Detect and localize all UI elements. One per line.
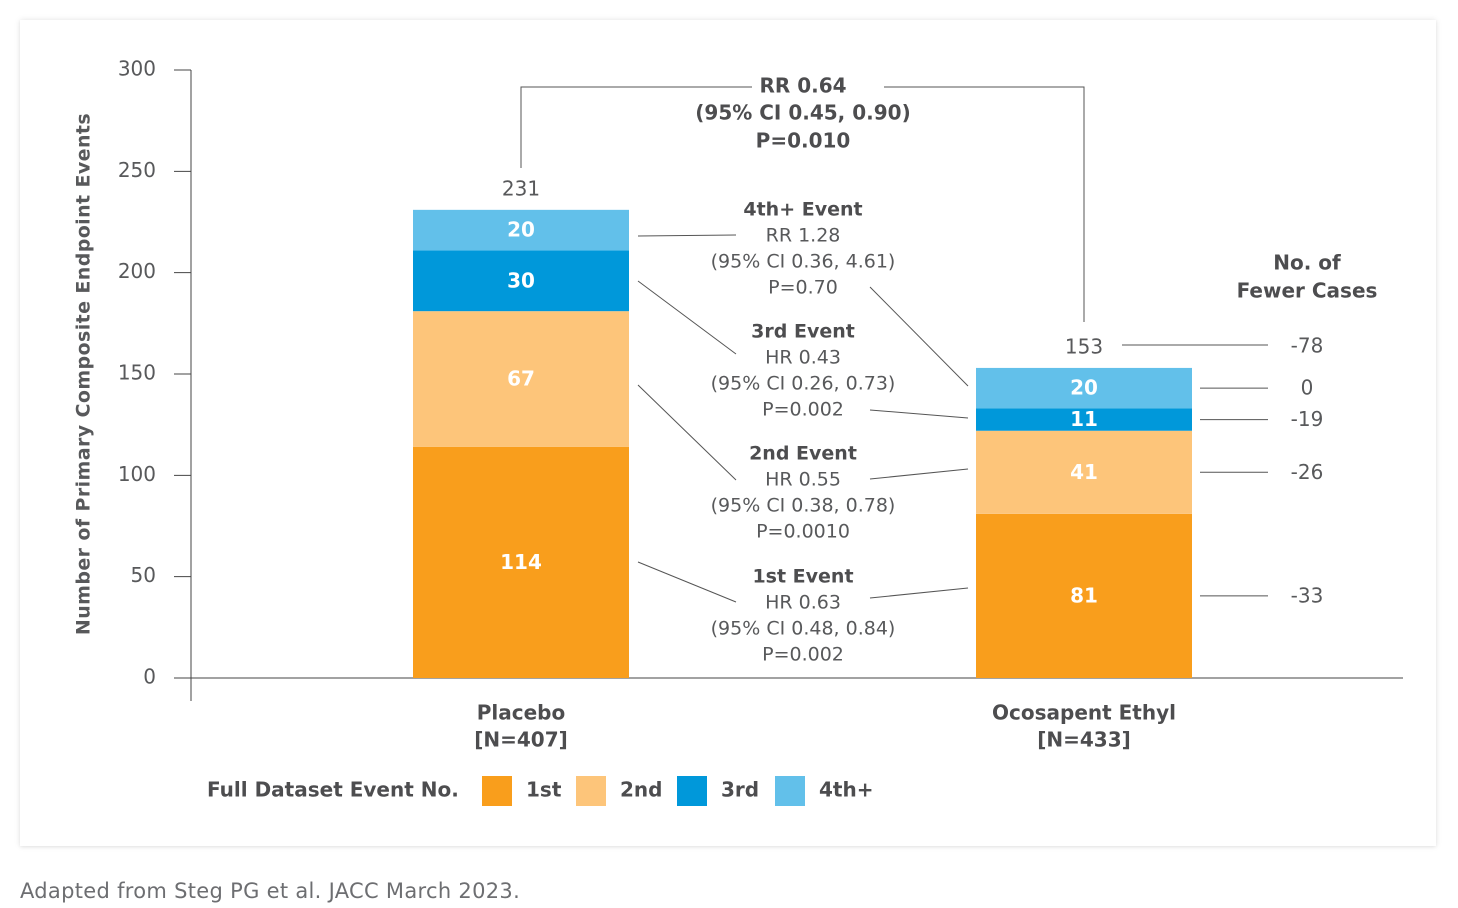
connector-line bbox=[637, 234, 737, 237]
event-stat-line: P=0.002 bbox=[762, 399, 844, 421]
fewer-cases-header: No. of bbox=[1273, 251, 1341, 275]
bar-segment-label: 81 bbox=[1070, 583, 1098, 607]
event-stat-line: HR 0.63 bbox=[765, 592, 841, 614]
fewer-cases-value: -19 bbox=[1291, 407, 1324, 431]
y-tick-label: 300 bbox=[118, 57, 156, 81]
connector-line bbox=[869, 409, 969, 419]
y-tick-label: 200 bbox=[118, 259, 156, 283]
connector-line bbox=[869, 468, 969, 480]
bar-segment-label: 41 bbox=[1070, 460, 1098, 484]
event-stat-title: 1st Event bbox=[752, 566, 853, 588]
category-label: Ocosapent Ethyl bbox=[992, 701, 1176, 725]
fewer-cases-value: -33 bbox=[1291, 583, 1324, 607]
event-stat-line: RR 1.28 bbox=[766, 225, 841, 247]
legend-swatch bbox=[576, 776, 606, 806]
event-stat-title: 3rd Event bbox=[751, 321, 855, 343]
y-tick-label: 150 bbox=[118, 361, 156, 385]
legend-label: 3rd bbox=[721, 778, 759, 802]
bar-segment-2nd bbox=[413, 311, 629, 447]
connector-line bbox=[637, 561, 737, 603]
bar-total-label: 231 bbox=[502, 176, 540, 200]
overall-stat-line: RR 0.64 bbox=[759, 74, 846, 98]
connector-line bbox=[869, 587, 969, 599]
bar-segment-1st bbox=[413, 446, 629, 678]
bar-segment-label: 20 bbox=[1070, 376, 1098, 400]
event-stat-title: 2nd Event bbox=[749, 443, 857, 465]
y-axis-label: Number of Primary Composite Endpoint Eve… bbox=[73, 113, 95, 635]
bar-total-label: 153 bbox=[1065, 334, 1103, 358]
event-stat-line: P=0.70 bbox=[768, 277, 838, 299]
bar-segment-2nd bbox=[976, 430, 1192, 514]
y-tick-label: 250 bbox=[118, 158, 156, 182]
bar-segment-label: 30 bbox=[507, 268, 535, 292]
bar-segment-1st bbox=[976, 513, 1192, 678]
fewer-cases-value: -26 bbox=[1291, 460, 1324, 484]
source-footnote: Adapted from Steg PG et al. JACC March 2… bbox=[20, 879, 521, 903]
fewer-cases-value: 0 bbox=[1301, 376, 1314, 400]
legend-swatch bbox=[775, 776, 805, 806]
legend-swatch bbox=[482, 776, 512, 806]
bar-segment-3rd bbox=[976, 408, 1192, 431]
y-tick-label: 0 bbox=[143, 665, 156, 689]
fewer-cases-value: -78 bbox=[1291, 334, 1324, 358]
bar-segment-label: 114 bbox=[500, 550, 542, 574]
bar-segment-3rd bbox=[413, 250, 629, 312]
event-stat-line: P=0.002 bbox=[762, 644, 844, 666]
legend-label: 4th+ bbox=[819, 778, 873, 802]
event-stat-line: (95% CI 0.26, 0.73) bbox=[711, 373, 896, 395]
y-tick-label: 50 bbox=[131, 563, 156, 587]
connector-line bbox=[869, 286, 969, 387]
bar-segment-4th+ bbox=[976, 367, 1192, 409]
event-stat-line: (95% CI 0.36, 4.61) bbox=[711, 251, 896, 273]
overall-stat-line: P=0.010 bbox=[756, 129, 851, 153]
category-sublabel: [N=433] bbox=[1037, 728, 1131, 752]
event-stat-line: HR 0.55 bbox=[765, 469, 841, 491]
legend-label: 1st bbox=[526, 778, 562, 802]
bar-segment-label: 11 bbox=[1070, 407, 1098, 431]
legend-title: Full Dataset Event No. bbox=[207, 778, 459, 802]
bar-segment-label: 67 bbox=[507, 367, 535, 391]
connector-line bbox=[637, 384, 737, 481]
event-stat-line: (95% CI 0.48, 0.84) bbox=[711, 618, 896, 640]
connector-line bbox=[637, 280, 737, 355]
legend-swatch bbox=[677, 776, 707, 806]
y-tick-label: 100 bbox=[118, 462, 156, 486]
category-label: Placebo bbox=[477, 701, 566, 725]
category-sublabel: [N=407] bbox=[474, 728, 568, 752]
overall-stat-line: (95% CI 0.45, 0.90) bbox=[695, 101, 910, 125]
chart-card: 0 50 100 150 200 250 300 Number of Primary Comp… bbox=[20, 20, 1436, 846]
bracket-left bbox=[520, 86, 752, 168]
bar-segment-4th+ bbox=[413, 209, 629, 251]
fewer-cases-header: Fewer Cases bbox=[1237, 279, 1378, 303]
legend-label: 2nd bbox=[620, 778, 662, 802]
bracket-right bbox=[884, 86, 1085, 322]
bar-segment-label: 20 bbox=[507, 218, 535, 242]
event-stat-title: 4th+ Event bbox=[743, 199, 862, 221]
event-stat-line: P=0.0010 bbox=[756, 521, 850, 543]
event-stat-line: (95% CI 0.38, 0.78) bbox=[711, 495, 896, 517]
event-stat-line: HR 0.43 bbox=[765, 347, 841, 369]
